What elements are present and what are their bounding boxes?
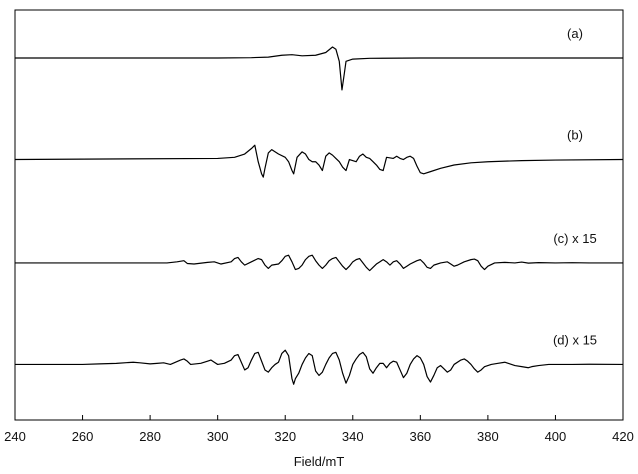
x-tick-label: 400 xyxy=(545,429,567,444)
spectrum-trace xyxy=(15,254,623,272)
x-tick-label: 280 xyxy=(139,429,161,444)
plot-frame xyxy=(14,9,624,421)
trace-labels: (a) (b) (c) x 15 (d) x 15 xyxy=(553,26,597,347)
trace-label: (b) xyxy=(567,128,583,143)
x-axis-ticks xyxy=(14,415,624,420)
spectra-traces xyxy=(14,46,624,385)
x-tick-label: 360 xyxy=(409,429,431,444)
spectrum-trace xyxy=(15,46,623,91)
spectrum-trace xyxy=(14,144,624,178)
x-tick-label: 260 xyxy=(72,429,94,444)
x-tick-label: 300 xyxy=(207,429,229,444)
spectrum-trace xyxy=(15,349,624,385)
x-tick-label: 340 xyxy=(342,429,364,444)
x-axis-title: Field/mT xyxy=(294,454,345,469)
x-tick-label: 380 xyxy=(477,429,499,444)
x-tick-label: 240 xyxy=(4,429,26,444)
x-axis-tick-labels: 240 260 280 300 320 340 360 380 400 420 xyxy=(4,429,634,444)
x-tick-label: 420 xyxy=(612,429,634,444)
trace-label: (c) x 15 xyxy=(553,231,596,246)
trace-label: (d) x 15 xyxy=(553,332,597,347)
trace-label: (a) xyxy=(567,26,583,41)
x-tick-label: 320 xyxy=(274,429,296,444)
